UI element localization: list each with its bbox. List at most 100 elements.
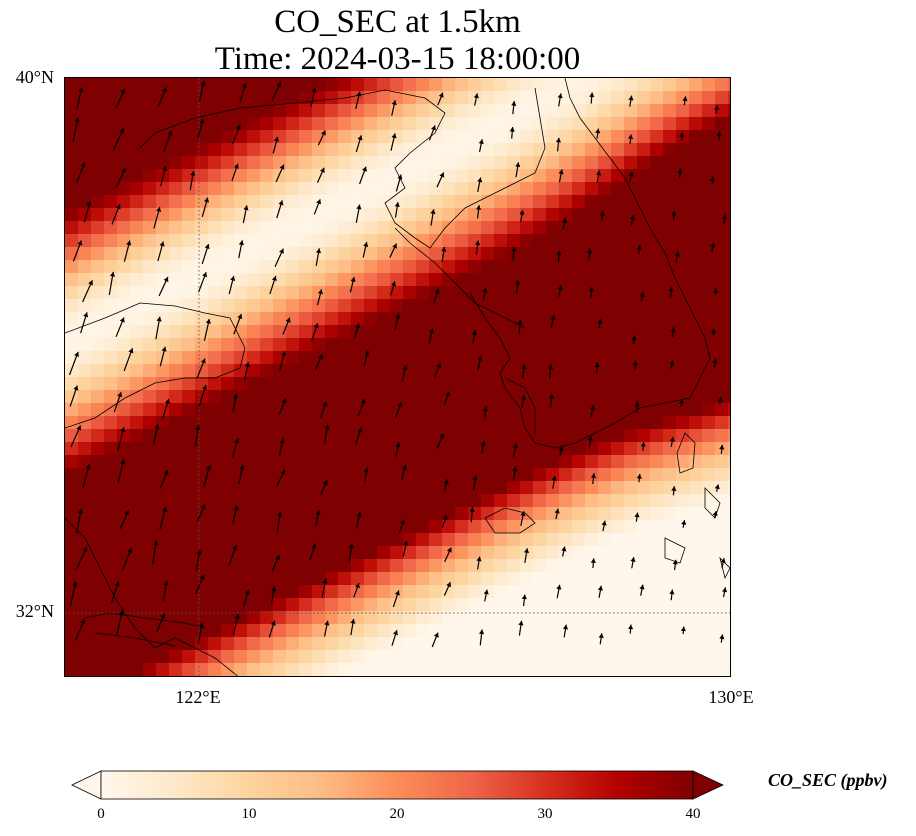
wind-arrowhead bbox=[595, 170, 602, 176]
wind-arrowhead bbox=[634, 401, 640, 407]
wind-arrowhead bbox=[401, 465, 407, 471]
wind-arrowhead bbox=[429, 328, 435, 334]
wind-arrowhead bbox=[278, 200, 284, 206]
wind-arrowhead bbox=[561, 546, 567, 552]
wind-arrowhead bbox=[636, 473, 642, 479]
wind-arrowhead bbox=[393, 630, 398, 636]
wind-arrowhead bbox=[443, 479, 449, 485]
wind-arrowhead bbox=[515, 162, 521, 168]
wind-arrowhead bbox=[713, 105, 720, 111]
wind-arrowhead bbox=[162, 506, 168, 512]
wind-arrowhead bbox=[275, 555, 280, 561]
wind-arrowhead bbox=[557, 285, 563, 291]
wind-arrowhead bbox=[630, 557, 636, 562]
wind-arrowhead bbox=[474, 240, 481, 246]
wind-arrowhead bbox=[636, 245, 642, 250]
wind-arrowhead bbox=[519, 210, 525, 215]
wind-arrowhead bbox=[445, 391, 451, 397]
wind-arrowhead bbox=[72, 581, 78, 587]
wind-arrowhead bbox=[403, 540, 409, 546]
wind-arrowhead bbox=[109, 271, 116, 277]
wind-arrowhead bbox=[190, 171, 196, 176]
wind-arrowhead bbox=[74, 351, 79, 357]
wind-arrowhead bbox=[395, 313, 401, 319]
wind-arrowhead bbox=[315, 248, 322, 254]
wind-arrowhead bbox=[674, 251, 680, 257]
wind-arrowhead bbox=[200, 80, 206, 86]
wind-arrowhead bbox=[322, 578, 328, 584]
wind-arrowhead bbox=[124, 509, 130, 515]
wind-arrowhead bbox=[241, 83, 247, 89]
wind-arrowhead bbox=[521, 364, 527, 370]
wind-arrowhead bbox=[719, 444, 725, 450]
wind-arrowhead bbox=[199, 118, 205, 124]
wind-arrowhead bbox=[163, 580, 169, 586]
wind-arrowhead bbox=[436, 363, 442, 369]
coastline bbox=[484, 507, 536, 534]
coastline bbox=[65, 302, 246, 429]
wind-arrowhead bbox=[397, 402, 403, 408]
wind-arrowhead bbox=[153, 540, 159, 546]
wind-arrowhead bbox=[512, 466, 518, 472]
wind-arrowhead bbox=[557, 93, 563, 99]
wind-arrowhead bbox=[74, 117, 80, 123]
wind-arrowhead bbox=[629, 215, 636, 221]
wind-arrowhead bbox=[316, 199, 321, 205]
wind-arrowhead bbox=[350, 277, 356, 283]
wind-arrowhead bbox=[319, 167, 325, 173]
colorbar-extend-min bbox=[71, 770, 102, 800]
wind-arrowhead bbox=[518, 620, 524, 626]
wind-arrowhead bbox=[279, 438, 285, 444]
wind-arrowhead bbox=[442, 515, 448, 521]
wind-arrowhead bbox=[277, 511, 283, 517]
wind-arrowhead bbox=[400, 519, 406, 525]
wind-arrowhead bbox=[433, 632, 439, 638]
wind-arrowhead bbox=[555, 137, 562, 143]
wind-arrowhead bbox=[154, 424, 160, 429]
lat-label-40: 40°N bbox=[15, 67, 54, 87]
wind-arrowhead bbox=[712, 510, 718, 516]
wind-arrowhead bbox=[164, 398, 170, 405]
wind-arrowhead bbox=[202, 384, 208, 391]
wind-arrowhead bbox=[677, 168, 683, 174]
coastline bbox=[84, 612, 206, 629]
lon-label-122: 122°E bbox=[175, 687, 221, 707]
wind-arrowhead bbox=[521, 594, 527, 600]
wind-arrowhead bbox=[159, 241, 165, 247]
wind-arrowhead bbox=[202, 272, 207, 278]
wind-arrowhead bbox=[391, 100, 397, 106]
wind-arrowhead bbox=[80, 619, 86, 625]
colorbar-tick-20: 20 bbox=[389, 806, 405, 822]
wind-arrowhead bbox=[276, 81, 282, 88]
wind-arrowhead bbox=[480, 440, 486, 446]
wind-arrowhead bbox=[639, 584, 645, 590]
wind-arrowhead bbox=[709, 176, 716, 182]
wind-arrowhead bbox=[669, 436, 675, 442]
wind-arrowhead bbox=[324, 424, 330, 430]
wind-arrowhead bbox=[357, 135, 363, 141]
wind-arrowhead bbox=[198, 622, 204, 628]
wind-arrowhead bbox=[160, 613, 166, 619]
wind-arrowhead bbox=[719, 634, 725, 640]
wind-arrowhead bbox=[234, 614, 240, 620]
wind-arrowhead bbox=[311, 543, 317, 549]
wind-arrowhead bbox=[206, 465, 212, 471]
wind-arrowhead bbox=[669, 589, 675, 595]
wind-arrowhead bbox=[315, 510, 321, 515]
wind-arrowhead bbox=[402, 365, 408, 371]
wind-arrowhead bbox=[86, 201, 92, 207]
lon-label-130: 130°E bbox=[708, 687, 754, 707]
wind-arrowhead bbox=[514, 279, 521, 285]
wind-arrowhead bbox=[232, 393, 239, 399]
wind-arrowhead bbox=[356, 511, 362, 517]
wind-arrowhead bbox=[446, 582, 451, 588]
wind-arrowhead bbox=[590, 473, 597, 478]
wind-arrowhead bbox=[394, 202, 400, 207]
wind-arrowhead bbox=[167, 130, 173, 136]
wind-arrowhead bbox=[199, 574, 205, 580]
wind-arrowhead bbox=[670, 327, 676, 332]
wind-arrowhead bbox=[363, 242, 369, 248]
wind-arrowhead bbox=[243, 205, 249, 211]
wind-arrowhead bbox=[595, 128, 601, 134]
wind-arrowhead bbox=[587, 435, 593, 441]
